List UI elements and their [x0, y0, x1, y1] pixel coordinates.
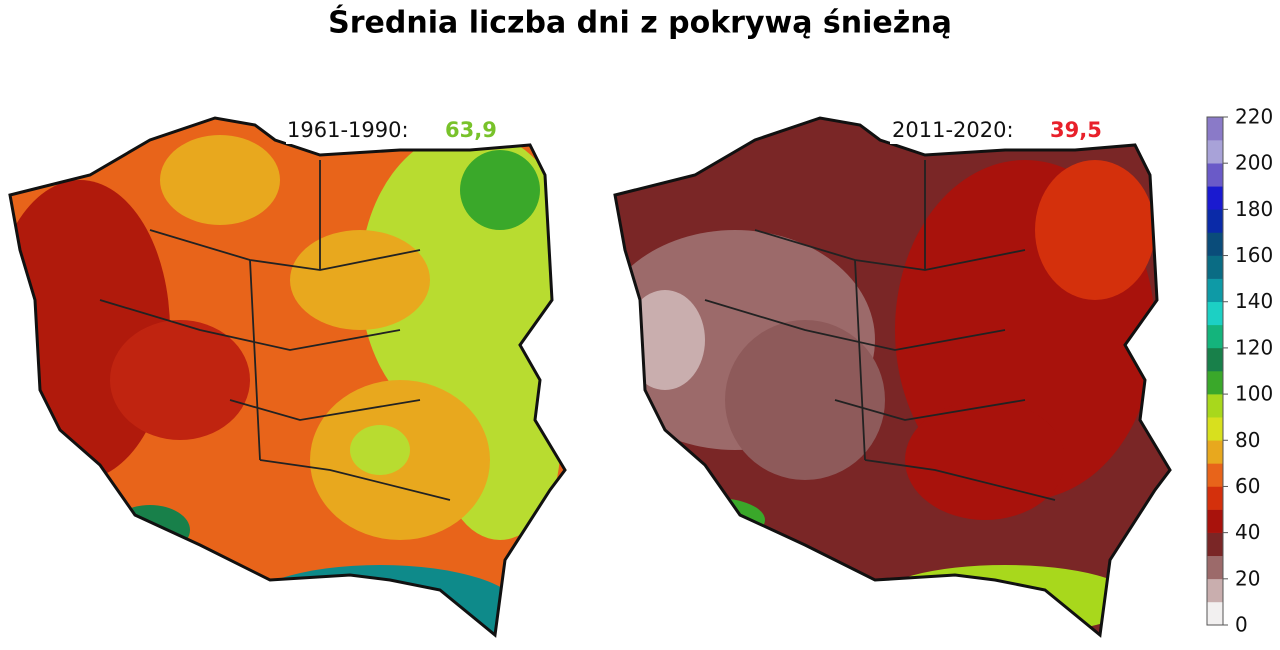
label-bg	[890, 116, 1094, 144]
colorbar: 0 20 40 60 80 100 120 140 160 180 200 220	[1206, 105, 1273, 637]
colorbar-segment	[1207, 371, 1223, 395]
colorbar-tick-label: 160	[1235, 243, 1273, 267]
colorbar-tick-label: 120	[1235, 335, 1273, 359]
colorbar-segment	[1207, 601, 1223, 626]
colorbar-tick-label: 20	[1235, 566, 1260, 590]
colorbar-segment	[1207, 532, 1223, 557]
period-label: 2011-2020:	[892, 118, 1014, 142]
map-1961-1990	[8, 116, 567, 638]
colorbar-segment	[1207, 117, 1223, 141]
label-bg	[286, 116, 500, 144]
colorbar-segment	[1207, 578, 1223, 603]
colorbar-segment	[1207, 163, 1223, 187]
colorbar-segment	[1207, 186, 1223, 210]
map-2011-2020	[613, 116, 1172, 638]
colorbar-segment	[1207, 486, 1223, 510]
colorbar-segment	[1207, 301, 1223, 326]
colorbar-segment	[1207, 278, 1223, 303]
colorbar-tick-label: 100	[1235, 382, 1273, 406]
colorbar-tick-label: 0	[1235, 613, 1248, 637]
colorbar-segment	[1207, 347, 1223, 372]
colorbar-frame	[1206, 116, 1224, 626]
colorbar-segment	[1207, 232, 1223, 256]
colorbar-tick-label: 200	[1235, 151, 1273, 175]
colorbar-tick-label: 180	[1235, 197, 1273, 221]
mean-value: 63,9	[445, 118, 497, 142]
colorbar-tick-label: 40	[1235, 520, 1260, 544]
colorbar-segment	[1207, 324, 1223, 349]
colorbar-tick-label: 140	[1235, 289, 1273, 313]
colorbar-segment	[1207, 140, 1223, 164]
colorbar-segment	[1207, 509, 1223, 533]
colorbar-segment	[1207, 440, 1223, 464]
period-label: 1961-1990:	[287, 118, 409, 142]
colorbar-tick-label: 60	[1235, 474, 1260, 498]
title: Średnia liczba dni z pokrywą śnieżną	[328, 4, 952, 41]
mean-value: 39,5	[1050, 118, 1102, 142]
colorbar-tick-label: 220	[1235, 105, 1273, 129]
colorbar-tick-label: 80	[1235, 428, 1260, 452]
colorbar-segment	[1207, 255, 1223, 279]
colorbar-segment	[1207, 555, 1223, 580]
colorbar-segment	[1207, 209, 1223, 233]
colorbar-segment	[1207, 394, 1223, 418]
colorbar-segment	[1207, 417, 1223, 441]
colorbar-segment	[1207, 463, 1223, 487]
